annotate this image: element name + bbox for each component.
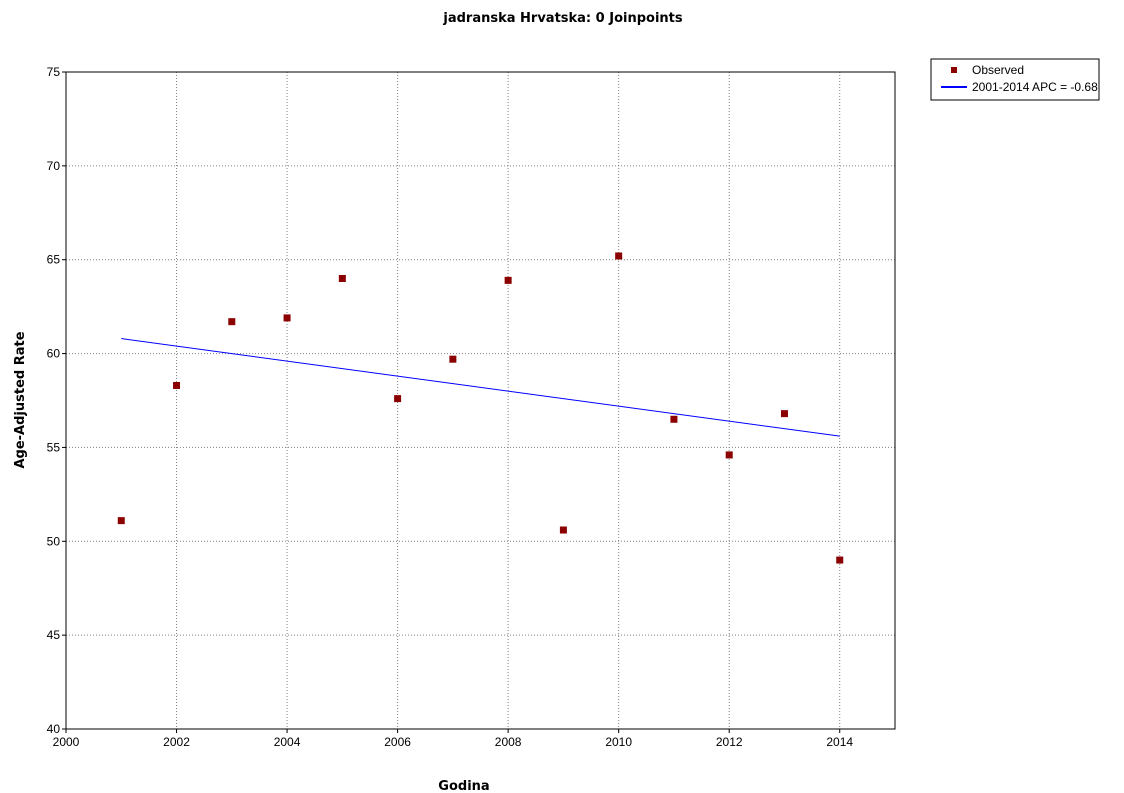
x-tick-label: 2006 (384, 735, 411, 749)
x-tick-label: 2010 (605, 735, 632, 749)
x-axis-title: Godina (438, 779, 489, 793)
y-tick-label: 55 (47, 440, 61, 454)
legend: Observed 2001-2014 APC = -0.68 (930, 58, 1100, 101)
y-tick-label: 75 (47, 65, 61, 79)
x-axis-ticks: 2000 2002 2004 2006 2008 2010 2012 2014 (53, 729, 853, 749)
x-tick-label: 2002 (163, 735, 190, 749)
y-tick-label: 65 (47, 253, 61, 267)
y-tick-label: 40 (47, 722, 61, 736)
y-tick-label: 70 (47, 159, 61, 173)
y-tick-label: 45 (47, 628, 61, 642)
observed-point (559, 526, 567, 534)
trend-lines (121, 338, 840, 437)
x-tick-label: 2000 (53, 735, 80, 749)
observed-point (173, 381, 181, 389)
observed-point (283, 314, 291, 322)
chart-title: jadranska Hrvatska: 0 Joinpoints (442, 11, 682, 26)
observed-point (615, 252, 623, 260)
trend-line (121, 338, 840, 437)
x-tick-label: 2004 (274, 735, 301, 749)
observed-point (449, 355, 457, 363)
observed-point (670, 415, 678, 423)
y-axis-title: Age-Adjusted Rate (13, 331, 28, 468)
x-tick-label: 2008 (495, 735, 522, 749)
grid (66, 72, 895, 729)
observed-point (504, 276, 512, 284)
legend-observed-marker (951, 67, 957, 73)
legend-box (930, 58, 1100, 101)
observed-point (338, 274, 346, 282)
y-tick-label: 60 (47, 347, 61, 361)
x-tick-label: 2012 (716, 735, 743, 749)
y-axis-ticks: 40 45 50 55 60 65 70 75 (47, 65, 66, 736)
plot-area (65, 71, 896, 730)
observed-point (836, 556, 844, 564)
legend-observed-label: Observed (972, 63, 1024, 77)
y-tick-label: 50 (47, 534, 61, 548)
legend-trend-label: 2001-2014 APC = -0.68 (972, 80, 1098, 94)
observed-point (725, 451, 733, 459)
observed-point (228, 318, 236, 326)
observed-points (117, 252, 844, 564)
observed-point (394, 395, 402, 403)
observed-point (780, 410, 788, 418)
x-tick-label: 2014 (826, 735, 853, 749)
observed-point (117, 517, 125, 525)
